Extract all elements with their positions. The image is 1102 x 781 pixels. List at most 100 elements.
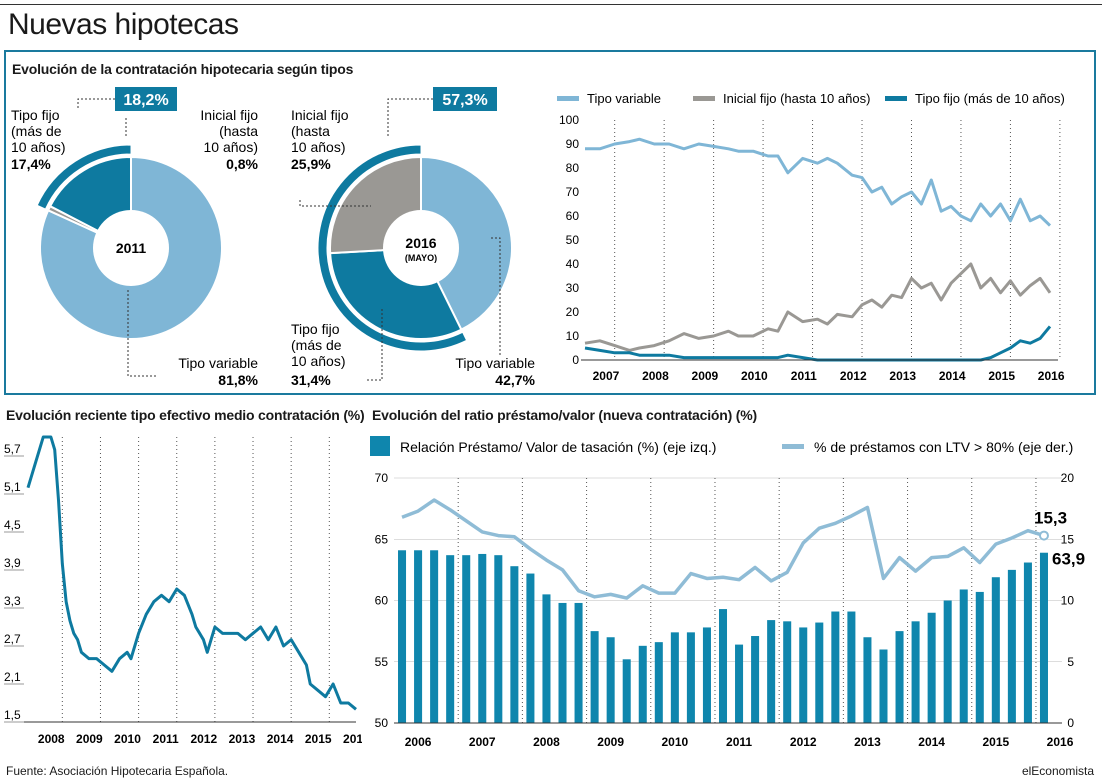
highlight-badge: 18,2% [123,92,168,109]
donut-hole [383,210,459,286]
bar [446,555,455,723]
leader-line [366,309,383,381]
bar [542,594,551,723]
y-tick-label: 4,5 [4,518,21,532]
bar [1039,552,1048,723]
bar [398,550,407,723]
legend-label: Inicial fijo (hasta 10 años) [723,91,870,106]
bar [767,620,776,723]
y-tick-label: 50 [375,716,389,730]
label-variable: Tipo variable [178,355,258,371]
y-tick-label: 2,7 [4,632,21,646]
bar [1007,569,1016,723]
bar [510,566,519,723]
bar [879,649,888,723]
x-tick-label: 2015 [305,732,332,746]
line-chart-tipos: Tipo variable Inicial fijo (hasta 10 años… [557,91,1065,383]
x-tick-label: 2012 [840,369,867,383]
bar [943,600,952,723]
bar [911,621,920,723]
series-line [26,435,357,711]
ratio-title: Evolución del ratio préstamo/valor (nuev… [372,407,757,423]
bar [799,627,808,723]
y-tick-label: 5,1 [4,480,21,494]
x-tick-label: 2009 [76,732,103,746]
bar [975,591,984,723]
x-tick-label: 2010 [114,732,141,746]
donut-highlight-arc [317,144,468,352]
bar [831,611,840,723]
bar [430,550,439,723]
donut-center-label: 2016 [405,235,436,251]
bar [478,553,487,723]
y-tick-label: 3,3 [4,594,21,608]
x-tick-label: 2012 [790,735,817,749]
x-tick-label: 2011 [153,732,179,746]
bar [783,621,792,723]
donut-highlight-arc [36,144,132,210]
bar [590,631,599,723]
label-fijo-line1: Tipo fijo [291,321,340,337]
x-tick-label: 2010 [662,735,689,749]
y-tick-label: 40 [566,257,580,271]
legend-swatch [885,96,907,101]
x-tick-label: 2013 [229,732,256,746]
footer-brand: elEconomista [1021,764,1094,778]
y-tick-label: 0 [572,353,579,367]
donut-chart-2016: 2016 (MAYO) 57,3% Inicial fijo (hasta 10… [291,87,536,388]
y-tick-label: 65 [375,532,389,546]
top-panel-title: Evolución de la contratación hipotecaria… [12,61,354,77]
x-tick-label: 2007 [469,735,496,749]
bar [751,636,760,723]
legend-swatch [370,436,390,456]
donut-slice [420,155,513,331]
y-tick-label: 50 [566,233,580,247]
x-tick-label: 2009 [597,735,624,749]
y-tick-label: 3,9 [4,556,21,570]
y-tick-label: 60 [566,209,580,223]
y-tick-label: 60 [375,594,389,608]
y-tick-label: 80 [566,161,580,175]
label-inicial-value: 0,8% [226,156,258,172]
bar [735,644,744,723]
legend-swatch [782,444,804,449]
annotation-label: 15,3 [1034,509,1067,528]
legend-label: % de préstamos con LTV > 80% (eje der.) [814,439,1073,455]
bar [526,573,535,723]
top-panel [4,50,1096,395]
label-inicial-line1: Inicial fijo [200,107,258,123]
label-fijo-line2: (más de [291,337,342,353]
bar [654,642,663,723]
x-tick-label: 2009 [692,369,719,383]
y-tick-label: 20 [566,305,580,319]
legend-label: Relación Préstamo/ Valor de tasación (%)… [400,439,716,455]
y-tick-label: 5,7 [4,442,21,456]
label-fijo-value: 17,4% [11,156,51,172]
bar [606,637,615,723]
y2-tick-label: 20 [1061,471,1075,485]
leader-line [77,98,115,110]
legend-label: Tipo variable [587,91,661,106]
x-tick-label: 2012 [190,732,217,746]
y2-tick-label: 0 [1067,716,1074,730]
y2-tick-label: 5 [1067,655,1074,669]
donut-chart-2011: 2011 18,2% Tipo fijo (más de 10 años) 17… [11,87,259,388]
footer-source: Fuente: Asociación Hipotecaria Española. [6,764,229,778]
legend-swatch [557,96,579,101]
bar [558,602,567,723]
y-tick-label: 90 [566,137,580,151]
label-inicial-value: 25,9% [291,156,331,172]
bar [863,637,872,723]
y-tick-label: 70 [566,185,580,199]
label-variable: Tipo variable [455,355,535,371]
x-tick-label: 2016 [1038,369,1065,383]
donut-hole [93,210,169,286]
x-tick-label: 2007 [593,369,620,383]
leader-line [299,200,371,207]
series-line [584,262,1052,352]
leader-line [491,237,501,355]
highlight-badge: 57,3% [442,92,487,109]
x-tick-label: 2014 [267,732,294,746]
y-tick-label: 70 [375,471,389,485]
x-tick-label: 2014 [918,735,945,749]
